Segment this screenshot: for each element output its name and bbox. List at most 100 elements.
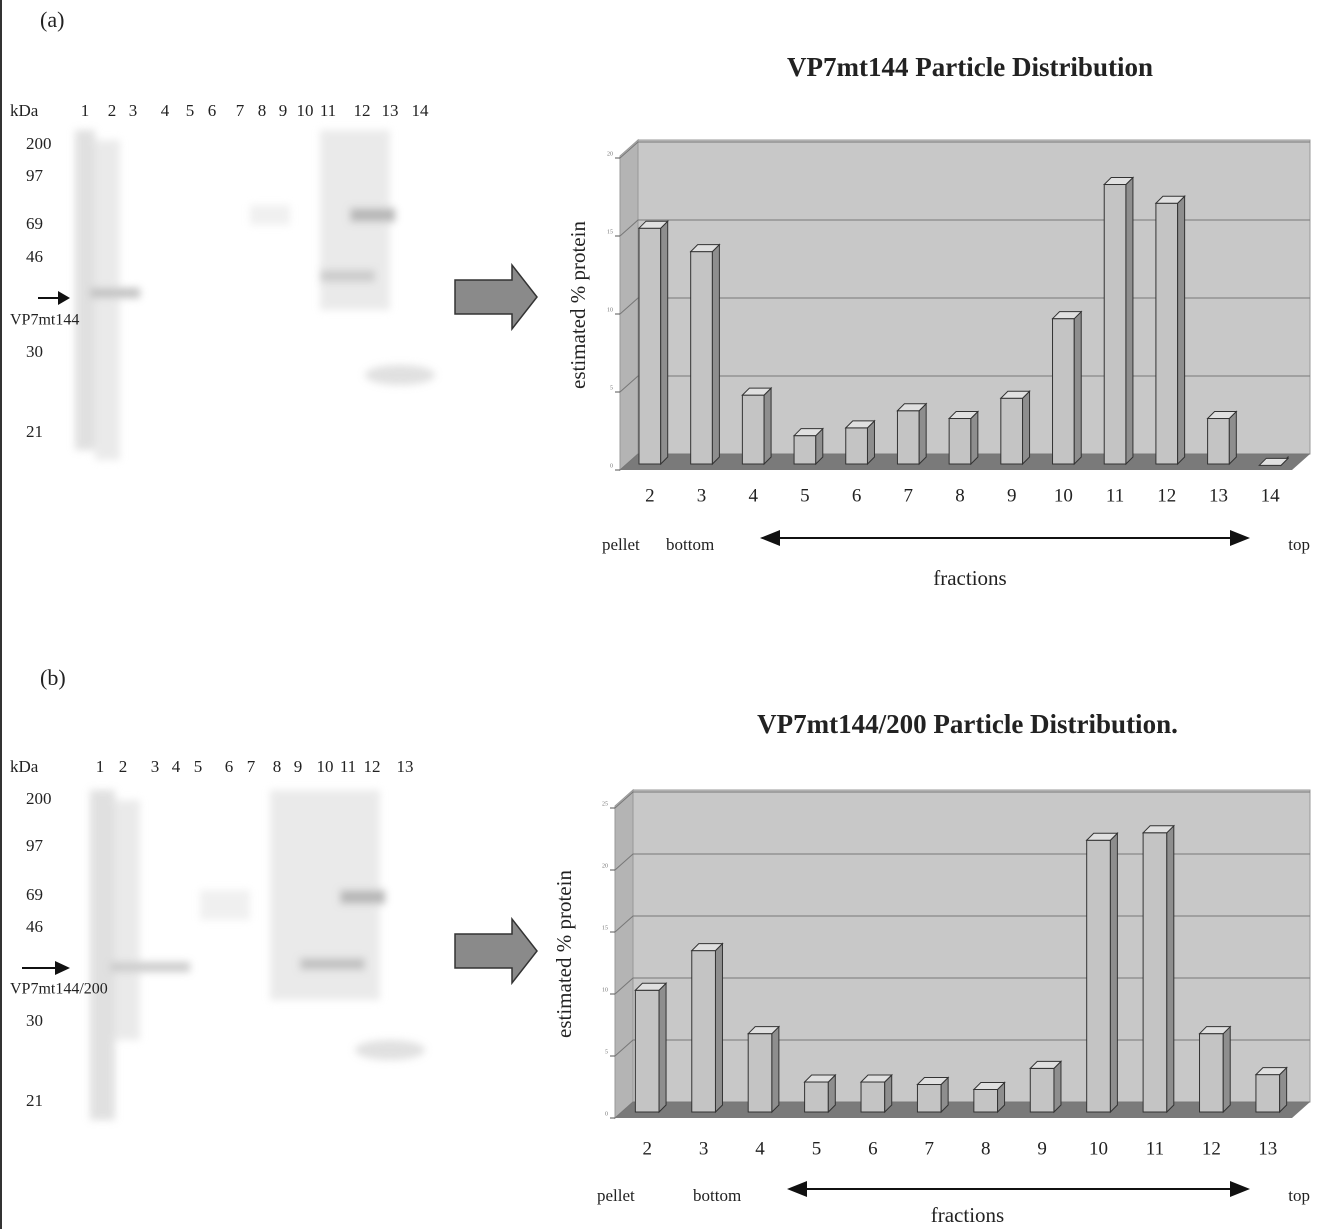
lane-label: 9	[279, 101, 288, 120]
marker-label: 200	[26, 134, 52, 153]
bar-side	[1110, 833, 1117, 1112]
x-tick-label: 4	[748, 485, 758, 506]
bar	[1030, 1068, 1054, 1112]
x-tick-label: 14	[1261, 485, 1281, 506]
x-tick-label: 3	[697, 485, 707, 506]
lane-label: 8	[273, 757, 282, 776]
x-tick-label: 12	[1202, 1138, 1221, 1159]
bar-side	[971, 412, 978, 464]
x-tick-label: 5	[800, 485, 810, 506]
x-tick-label: 9	[1037, 1138, 1047, 1159]
lane-label: 7	[236, 101, 245, 120]
bar-side	[712, 245, 719, 464]
marker-label: 69	[26, 214, 43, 233]
y-axis-label: estimated % protein	[552, 870, 576, 1038]
marker-label: 200	[26, 789, 52, 808]
y-axis-label: estimated % protein	[566, 221, 590, 389]
x-tick-label: 2	[645, 485, 655, 506]
marker-label: 30	[26, 1011, 43, 1030]
marker-label: 21	[26, 1091, 43, 1110]
y-tick-label: 10	[607, 307, 613, 313]
panel-label: (a)	[40, 7, 64, 32]
y-tick-label: 0	[605, 1111, 608, 1117]
lane-label: 13	[382, 101, 399, 120]
side-wall	[620, 140, 638, 470]
x-tick-label: 13	[1209, 485, 1228, 506]
block-arrows	[455, 265, 537, 983]
bar-side	[659, 983, 666, 1112]
bar	[1200, 1034, 1224, 1112]
figure: (a)kDa12345678910111213142009769463021VP…	[0, 0, 1327, 1229]
bar	[1087, 840, 1111, 1112]
x-axis-label: fractions	[933, 566, 1006, 590]
x-tick-label: 8	[981, 1138, 991, 1159]
x-tick-label: 11	[1106, 485, 1124, 506]
bar	[1156, 203, 1178, 464]
lane-label: 12	[354, 101, 371, 120]
marker-label: 97	[26, 836, 44, 855]
bar	[1256, 1075, 1280, 1112]
lane-label: 10	[317, 757, 334, 776]
arrow-head	[787, 1181, 807, 1197]
y-tick-label: 5	[610, 385, 613, 391]
bar	[639, 228, 661, 464]
y-tick-label: 25	[602, 801, 608, 807]
lane-label: 4	[172, 757, 181, 776]
x-tick-label: 6	[852, 485, 862, 506]
bar	[794, 436, 816, 464]
direction-label: pellet	[602, 535, 640, 554]
x-tick-label: 13	[1258, 1138, 1277, 1159]
bar	[805, 1082, 829, 1112]
gel-arrows	[22, 291, 70, 975]
bar	[917, 1085, 941, 1112]
bar	[748, 1034, 772, 1112]
bar	[1208, 419, 1230, 464]
x-tick-label: 10	[1054, 485, 1073, 506]
chart-title: VP7mt144 Particle Distribution	[787, 52, 1153, 82]
lane-label: 14	[412, 101, 430, 120]
bar-side	[1074, 312, 1081, 464]
arrow-head	[1230, 530, 1250, 546]
x-tick-label: 10	[1089, 1138, 1108, 1159]
direction-label: top	[1288, 535, 1310, 554]
bar-side	[772, 1027, 779, 1112]
bar	[1001, 398, 1023, 464]
bar-side	[1054, 1061, 1061, 1112]
marker-label: 30	[26, 342, 43, 361]
lane-label: 9	[294, 757, 303, 776]
lane-label: 8	[258, 101, 267, 120]
bar-side	[1280, 1068, 1287, 1112]
gel-a-image	[75, 130, 435, 460]
bar	[1053, 319, 1075, 464]
bar-side	[1178, 196, 1185, 464]
lane-label: 3	[129, 101, 138, 120]
unit-label: kDa	[10, 757, 39, 776]
x-tick-label: 7	[925, 1138, 935, 1159]
bar-side	[661, 221, 668, 464]
bar-side	[1229, 412, 1236, 464]
lane-label: 12	[364, 757, 381, 776]
x-tick-label: 5	[812, 1138, 822, 1159]
bar	[974, 1089, 998, 1112]
lane-label: 7	[247, 757, 256, 776]
bar-side	[1023, 391, 1030, 464]
lane-label: 1	[96, 757, 105, 776]
lane-label: 1	[81, 101, 90, 120]
lane-label: 11	[340, 757, 356, 776]
lane-label: 13	[397, 757, 414, 776]
lane-label: 3	[151, 757, 160, 776]
bar	[861, 1082, 885, 1112]
y-tick-label: 15	[607, 229, 613, 235]
lane-label: 6	[225, 757, 234, 776]
bar	[949, 419, 971, 464]
lane-label: 4	[161, 101, 170, 120]
bar-side	[1126, 178, 1133, 464]
x-axis-label: fractions	[931, 1203, 1004, 1227]
x-tick-label: 11	[1146, 1138, 1164, 1159]
bar	[1104, 185, 1126, 464]
lane-label: 5	[194, 757, 203, 776]
x-tick-label: 4	[755, 1138, 765, 1159]
y-tick-label: 20	[607, 151, 613, 157]
direction-label: pellet	[597, 1186, 635, 1205]
bar	[742, 395, 764, 464]
